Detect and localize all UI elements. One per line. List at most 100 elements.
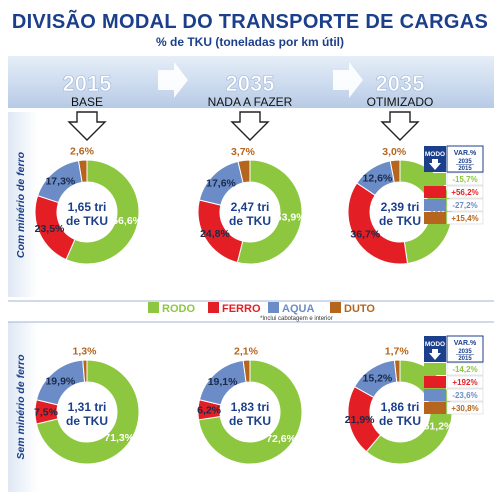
slice-label: 2,1%: [234, 346, 259, 358]
table-row-value: -14,2%: [452, 365, 477, 374]
arrow-down-icon: [429, 159, 441, 170]
slice-rodo: [35, 359, 140, 465]
table-row-value: +192%: [452, 378, 477, 387]
row-label-with-ore: Com minério de ferro: [15, 151, 27, 258]
table-header-modo-label: MODO: [425, 341, 445, 348]
table-header-year: 2035: [458, 349, 472, 355]
scenario-year: 2015: [63, 71, 112, 96]
slice-label: 6,2%: [197, 405, 222, 417]
slice-duto: [389, 159, 401, 184]
row-panel-without-ore: [8, 322, 38, 492]
legend-swatch: [268, 302, 279, 313]
slice-label: 17,6%: [206, 178, 236, 190]
legend-swatch: [148, 302, 159, 313]
arrow-down-icon: [230, 111, 270, 141]
table-header-year: 2015: [458, 166, 472, 172]
table-row-swatch: [424, 363, 446, 375]
slice-rodo: [236, 159, 303, 265]
slice-label: 71,3%: [104, 432, 134, 444]
legend-label: FERRO: [222, 303, 261, 315]
slice-label: 17,3%: [45, 175, 75, 187]
slice-duto: [242, 359, 251, 383]
table-header-var: [446, 335, 484, 363]
slice-label: 2,6%: [70, 146, 95, 158]
slice-rodo: [198, 359, 303, 465]
table-row-cell: [446, 172, 484, 186]
slice-label: 19,1%: [208, 376, 238, 388]
slice-label: 19,9%: [45, 375, 75, 387]
slice-label: 23,5%: [35, 223, 65, 235]
table-row-swatch: [424, 199, 446, 211]
slice-label: 61,2%: [424, 421, 454, 433]
table-row-cell: [446, 185, 484, 199]
table-row-swatch: [424, 389, 446, 401]
table-row-cell: [446, 375, 484, 389]
legend-swatch: [208, 302, 219, 313]
slice-label: 53,9%: [276, 212, 306, 224]
row-label-without-ore: Sem minério de ferro: [15, 354, 27, 460]
table-row-value: +30,8%: [451, 404, 478, 413]
slice-label: 15,2%: [362, 372, 392, 384]
table-row-swatch: [424, 212, 446, 224]
legend-label: RODO: [162, 303, 195, 315]
slice-duto: [237, 159, 251, 184]
legend-note: *Inclui cabotagem e interior: [260, 316, 333, 322]
scenario-label: NADA A FAZER: [208, 95, 293, 109]
legend-label: AQUA: [282, 303, 314, 315]
slice-duto: [82, 359, 88, 383]
center-unit: de TKU: [229, 414, 271, 428]
chart-subtitle: % de TKU (toneladas por km útil): [156, 35, 344, 49]
center-total: 1,86 tri: [381, 400, 420, 414]
center-total: 2,47 tri: [231, 200, 270, 214]
slice-label: 3,7%: [231, 146, 256, 158]
center-total: 2,39 tri: [381, 200, 420, 214]
table-header-var-label: VAR.%: [454, 340, 477, 347]
legend: RODO FERRO AQUA DUTO *Inclui cabotagem e int…: [148, 302, 375, 322]
legend-label: DUTO: [344, 303, 375, 315]
slice-label: 7,5%: [34, 406, 59, 418]
table-row-swatch: [424, 402, 446, 414]
center-unit: de TKU: [66, 414, 108, 428]
table-header-var-label: VAR.%: [454, 150, 477, 157]
center-total: 1,31 tri: [68, 400, 107, 414]
table-header-var: [446, 145, 484, 173]
center-unit: de TKU: [379, 414, 421, 428]
table-row-value: +56,2%: [451, 188, 478, 197]
table-row-cell: [446, 198, 484, 212]
table-header-year: 2035: [458, 159, 472, 165]
arrow-right-icon: [158, 62, 188, 98]
center-total: 1,65 tri: [68, 200, 107, 214]
chart-title: DIVISÃO MODAL DO TRANSPORTE DE CARGAS: [12, 10, 488, 33]
slice-label: 1,3%: [73, 346, 98, 358]
slice-duto: [77, 159, 88, 183]
slice-rodo: [65, 159, 140, 265]
table-row-value: -27,2%: [452, 201, 477, 210]
legend-swatch: [330, 302, 341, 313]
slice-label: 21,9%: [345, 414, 375, 426]
arrow-down-icon: [67, 111, 107, 141]
row-panel-with-ore: [8, 112, 38, 297]
table-row-value: +15,4%: [451, 214, 478, 223]
slice-label: 12,6%: [362, 172, 392, 184]
center-total: 1,83 tri: [231, 400, 270, 414]
scenario-label: BASE: [71, 95, 103, 109]
scenario-label: OTIMIZADO: [367, 95, 434, 109]
arrow-down-icon: [380, 111, 420, 141]
center-unit: de TKU: [229, 214, 271, 228]
slice-duto: [393, 359, 401, 383]
arrow-right-icon: [333, 62, 363, 98]
table-row-cell: [446, 388, 484, 402]
arrow-down-icon: [429, 349, 441, 360]
variation-tables: MODO VAR.%20352015-15,7%+56,2%-27,2%+15,4…: [424, 145, 484, 415]
